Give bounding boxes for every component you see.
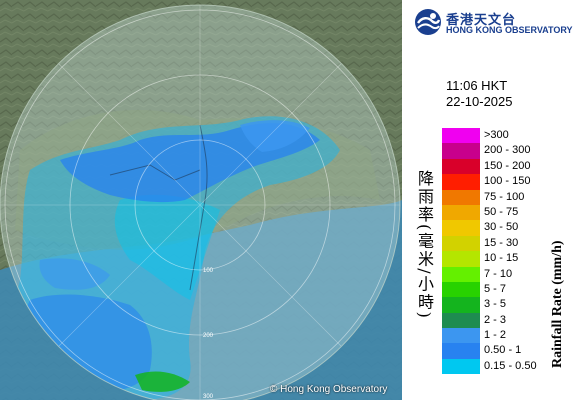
legend-row: 0.50 - 1 (442, 343, 542, 359)
legend-row: 10 - 15 (442, 251, 542, 267)
legend-swatch (442, 189, 480, 205)
legend-swatch (442, 312, 480, 329)
legend-label: 50 - 75 (484, 205, 519, 218)
observation-date: 22-10-2025 (446, 94, 513, 109)
legend-label: 0.50 - 1 (484, 344, 522, 357)
legend-label: 0.15 - 0.50 (484, 359, 537, 372)
legend-swatch (442, 328, 480, 344)
agency-name-chinese: 香港天文台 (446, 13, 517, 28)
legend-label: 2 - 3 (484, 313, 507, 326)
range-label-100: 100 (203, 268, 214, 274)
legend-label: 10 - 15 (484, 252, 519, 265)
legend-swatch (442, 128, 480, 144)
legend-row: 3 - 5 (442, 297, 542, 313)
range-label-200: 200 (203, 333, 214, 339)
legend-swatch (442, 143, 480, 159)
hong-kong-observatory-logo-icon (415, 9, 441, 35)
legend-row: 75 - 100 (442, 189, 542, 205)
legend-label: 3 - 5 (484, 298, 507, 311)
legend-swatch (442, 220, 480, 236)
legend-row: 2 - 3 (442, 312, 542, 329)
legend-row: 0.15 - 0.50 (442, 358, 542, 375)
legend-row: 200 - 300 (442, 143, 542, 159)
legend-row: 15 - 30 (442, 235, 542, 252)
legend-row: >300 (442, 128, 542, 144)
legend-row: 7 - 10 (442, 266, 542, 282)
radar-map-image: 100 200 300 (0, 0, 402, 400)
legend-swatch (442, 158, 480, 175)
legend-label: 15 - 30 (484, 236, 519, 249)
legend-row: 5 - 7 (442, 281, 542, 298)
info-panel: 香港天文台 HONG KONG OBSERVATORY 11:06 HKT 22… (402, 0, 577, 400)
legend-label: 75 - 100 (484, 190, 525, 203)
legend-row: 50 - 75 (442, 204, 542, 221)
legend-label: 7 - 10 (484, 267, 513, 280)
unit-label-english: Rainfall Rate (mm/h) (550, 240, 565, 368)
legend-label: 1 - 2 (484, 329, 507, 342)
legend-row: 30 - 50 (442, 220, 542, 236)
legend-row: 1 - 2 (442, 328, 542, 344)
legend-label: 100 - 150 (484, 175, 531, 188)
unit-label-chinese: 降雨率(毫米/小時) (415, 170, 434, 320)
legend-label: 5 - 7 (484, 282, 507, 295)
range-label-300: 300 (203, 394, 214, 400)
observation-time: 11:06 HKT (446, 78, 508, 93)
radar-map[interactable]: 100 200 300 © Hong Kong Observatory (0, 0, 402, 400)
legend-label: 30 - 50 (484, 221, 519, 234)
copyright-notice: © Hong Kong Observatory (270, 384, 388, 395)
legend-swatch (442, 266, 480, 282)
legend-row: 150 - 200 (442, 158, 542, 175)
legend-label: 200 - 300 (484, 144, 531, 157)
legend-label: >300 (484, 129, 509, 141)
legend-swatch (442, 343, 480, 359)
legend-swatch (442, 281, 480, 298)
legend-swatch (442, 358, 480, 375)
legend-swatch (442, 174, 480, 190)
legend-swatch (442, 297, 480, 313)
legend-label: 150 - 200 (484, 159, 531, 172)
legend-row: 100 - 150 (442, 174, 542, 190)
rainfall-legend: >300 200 - 300 150 - 200 100 - 150 75 - 100 5… (442, 128, 542, 375)
legend-swatch (442, 235, 480, 252)
agency-name-english: HONG KONG OBSERVATORY (446, 25, 573, 35)
agency-logo[interactable]: 香港天文台 HONG KONG OBSERVATORY (414, 8, 574, 38)
legend-swatch (442, 251, 480, 267)
legend-swatch (442, 204, 480, 221)
